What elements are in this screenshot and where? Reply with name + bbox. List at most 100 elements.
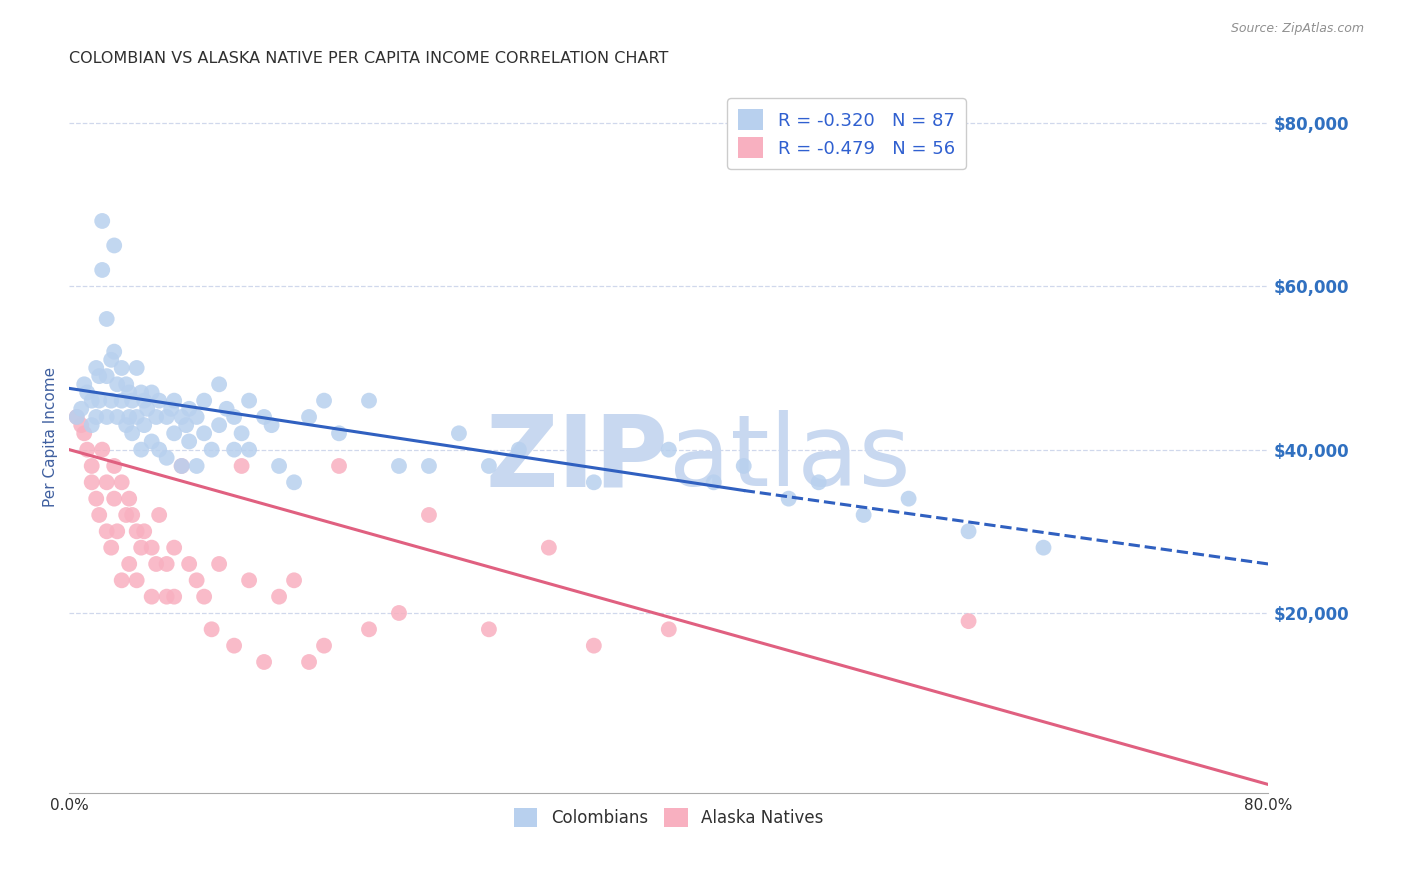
Point bbox=[283, 475, 305, 490]
Point bbox=[91, 263, 114, 277]
Point bbox=[733, 458, 755, 473]
Point bbox=[163, 426, 186, 441]
Point bbox=[312, 639, 335, 653]
Point bbox=[215, 401, 238, 416]
Point bbox=[125, 409, 148, 424]
Point bbox=[312, 393, 335, 408]
Point bbox=[193, 426, 215, 441]
Point bbox=[260, 418, 283, 433]
Point bbox=[208, 377, 231, 392]
Point bbox=[115, 508, 138, 522]
Point bbox=[76, 442, 98, 457]
Point bbox=[1032, 541, 1054, 555]
Point bbox=[111, 393, 134, 408]
Point bbox=[89, 508, 111, 522]
Point bbox=[121, 393, 143, 408]
Point bbox=[208, 557, 231, 571]
Point bbox=[148, 508, 170, 522]
Point bbox=[136, 401, 159, 416]
Point bbox=[186, 574, 208, 588]
Point bbox=[201, 623, 224, 637]
Point bbox=[160, 401, 183, 416]
Point bbox=[100, 352, 122, 367]
Point bbox=[238, 442, 260, 457]
Point bbox=[224, 409, 246, 424]
Point bbox=[186, 409, 208, 424]
Point bbox=[253, 409, 276, 424]
Point bbox=[224, 639, 246, 653]
Text: Source: ZipAtlas.com: Source: ZipAtlas.com bbox=[1230, 22, 1364, 36]
Point bbox=[537, 541, 560, 555]
Point bbox=[224, 442, 246, 457]
Point bbox=[80, 458, 103, 473]
Point bbox=[208, 418, 231, 433]
Point bbox=[703, 475, 725, 490]
Point bbox=[129, 442, 152, 457]
Point bbox=[80, 475, 103, 490]
Point bbox=[193, 393, 215, 408]
Point bbox=[134, 393, 156, 408]
Point bbox=[658, 442, 681, 457]
Point bbox=[121, 426, 143, 441]
Point bbox=[115, 377, 138, 392]
Point bbox=[179, 401, 201, 416]
Point bbox=[89, 369, 111, 384]
Point bbox=[103, 344, 125, 359]
Point bbox=[125, 361, 148, 376]
Point bbox=[105, 524, 128, 539]
Point bbox=[125, 524, 148, 539]
Point bbox=[357, 393, 380, 408]
Point bbox=[115, 418, 138, 433]
Point bbox=[118, 385, 141, 400]
Point bbox=[807, 475, 830, 490]
Point bbox=[447, 426, 470, 441]
Point bbox=[238, 574, 260, 588]
Point bbox=[91, 442, 114, 457]
Point bbox=[103, 491, 125, 506]
Point bbox=[148, 393, 170, 408]
Point bbox=[267, 458, 290, 473]
Point bbox=[145, 409, 167, 424]
Point bbox=[73, 377, 96, 392]
Point bbox=[96, 524, 118, 539]
Point bbox=[328, 458, 350, 473]
Point bbox=[170, 458, 193, 473]
Point bbox=[283, 574, 305, 588]
Point bbox=[134, 418, 156, 433]
Point bbox=[179, 434, 201, 449]
Point bbox=[231, 458, 253, 473]
Legend: Colombians, Alaska Natives: Colombians, Alaska Natives bbox=[508, 802, 830, 834]
Point bbox=[156, 590, 179, 604]
Point bbox=[105, 377, 128, 392]
Point bbox=[84, 409, 107, 424]
Point bbox=[103, 238, 125, 252]
Point bbox=[118, 491, 141, 506]
Point bbox=[105, 409, 128, 424]
Point bbox=[852, 508, 875, 522]
Point bbox=[134, 524, 156, 539]
Point bbox=[388, 458, 411, 473]
Point bbox=[80, 418, 103, 433]
Point bbox=[70, 418, 93, 433]
Point bbox=[129, 385, 152, 400]
Point bbox=[298, 409, 321, 424]
Point bbox=[582, 475, 605, 490]
Point bbox=[141, 590, 163, 604]
Point bbox=[84, 491, 107, 506]
Point bbox=[897, 491, 920, 506]
Point bbox=[328, 426, 350, 441]
Point bbox=[957, 614, 980, 628]
Point bbox=[778, 491, 800, 506]
Point bbox=[125, 574, 148, 588]
Point bbox=[141, 434, 163, 449]
Point bbox=[96, 312, 118, 326]
Point bbox=[156, 409, 179, 424]
Point bbox=[163, 541, 186, 555]
Point bbox=[73, 426, 96, 441]
Point bbox=[201, 442, 224, 457]
Point bbox=[148, 442, 170, 457]
Point bbox=[66, 409, 89, 424]
Point bbox=[298, 655, 321, 669]
Point bbox=[96, 369, 118, 384]
Point bbox=[84, 361, 107, 376]
